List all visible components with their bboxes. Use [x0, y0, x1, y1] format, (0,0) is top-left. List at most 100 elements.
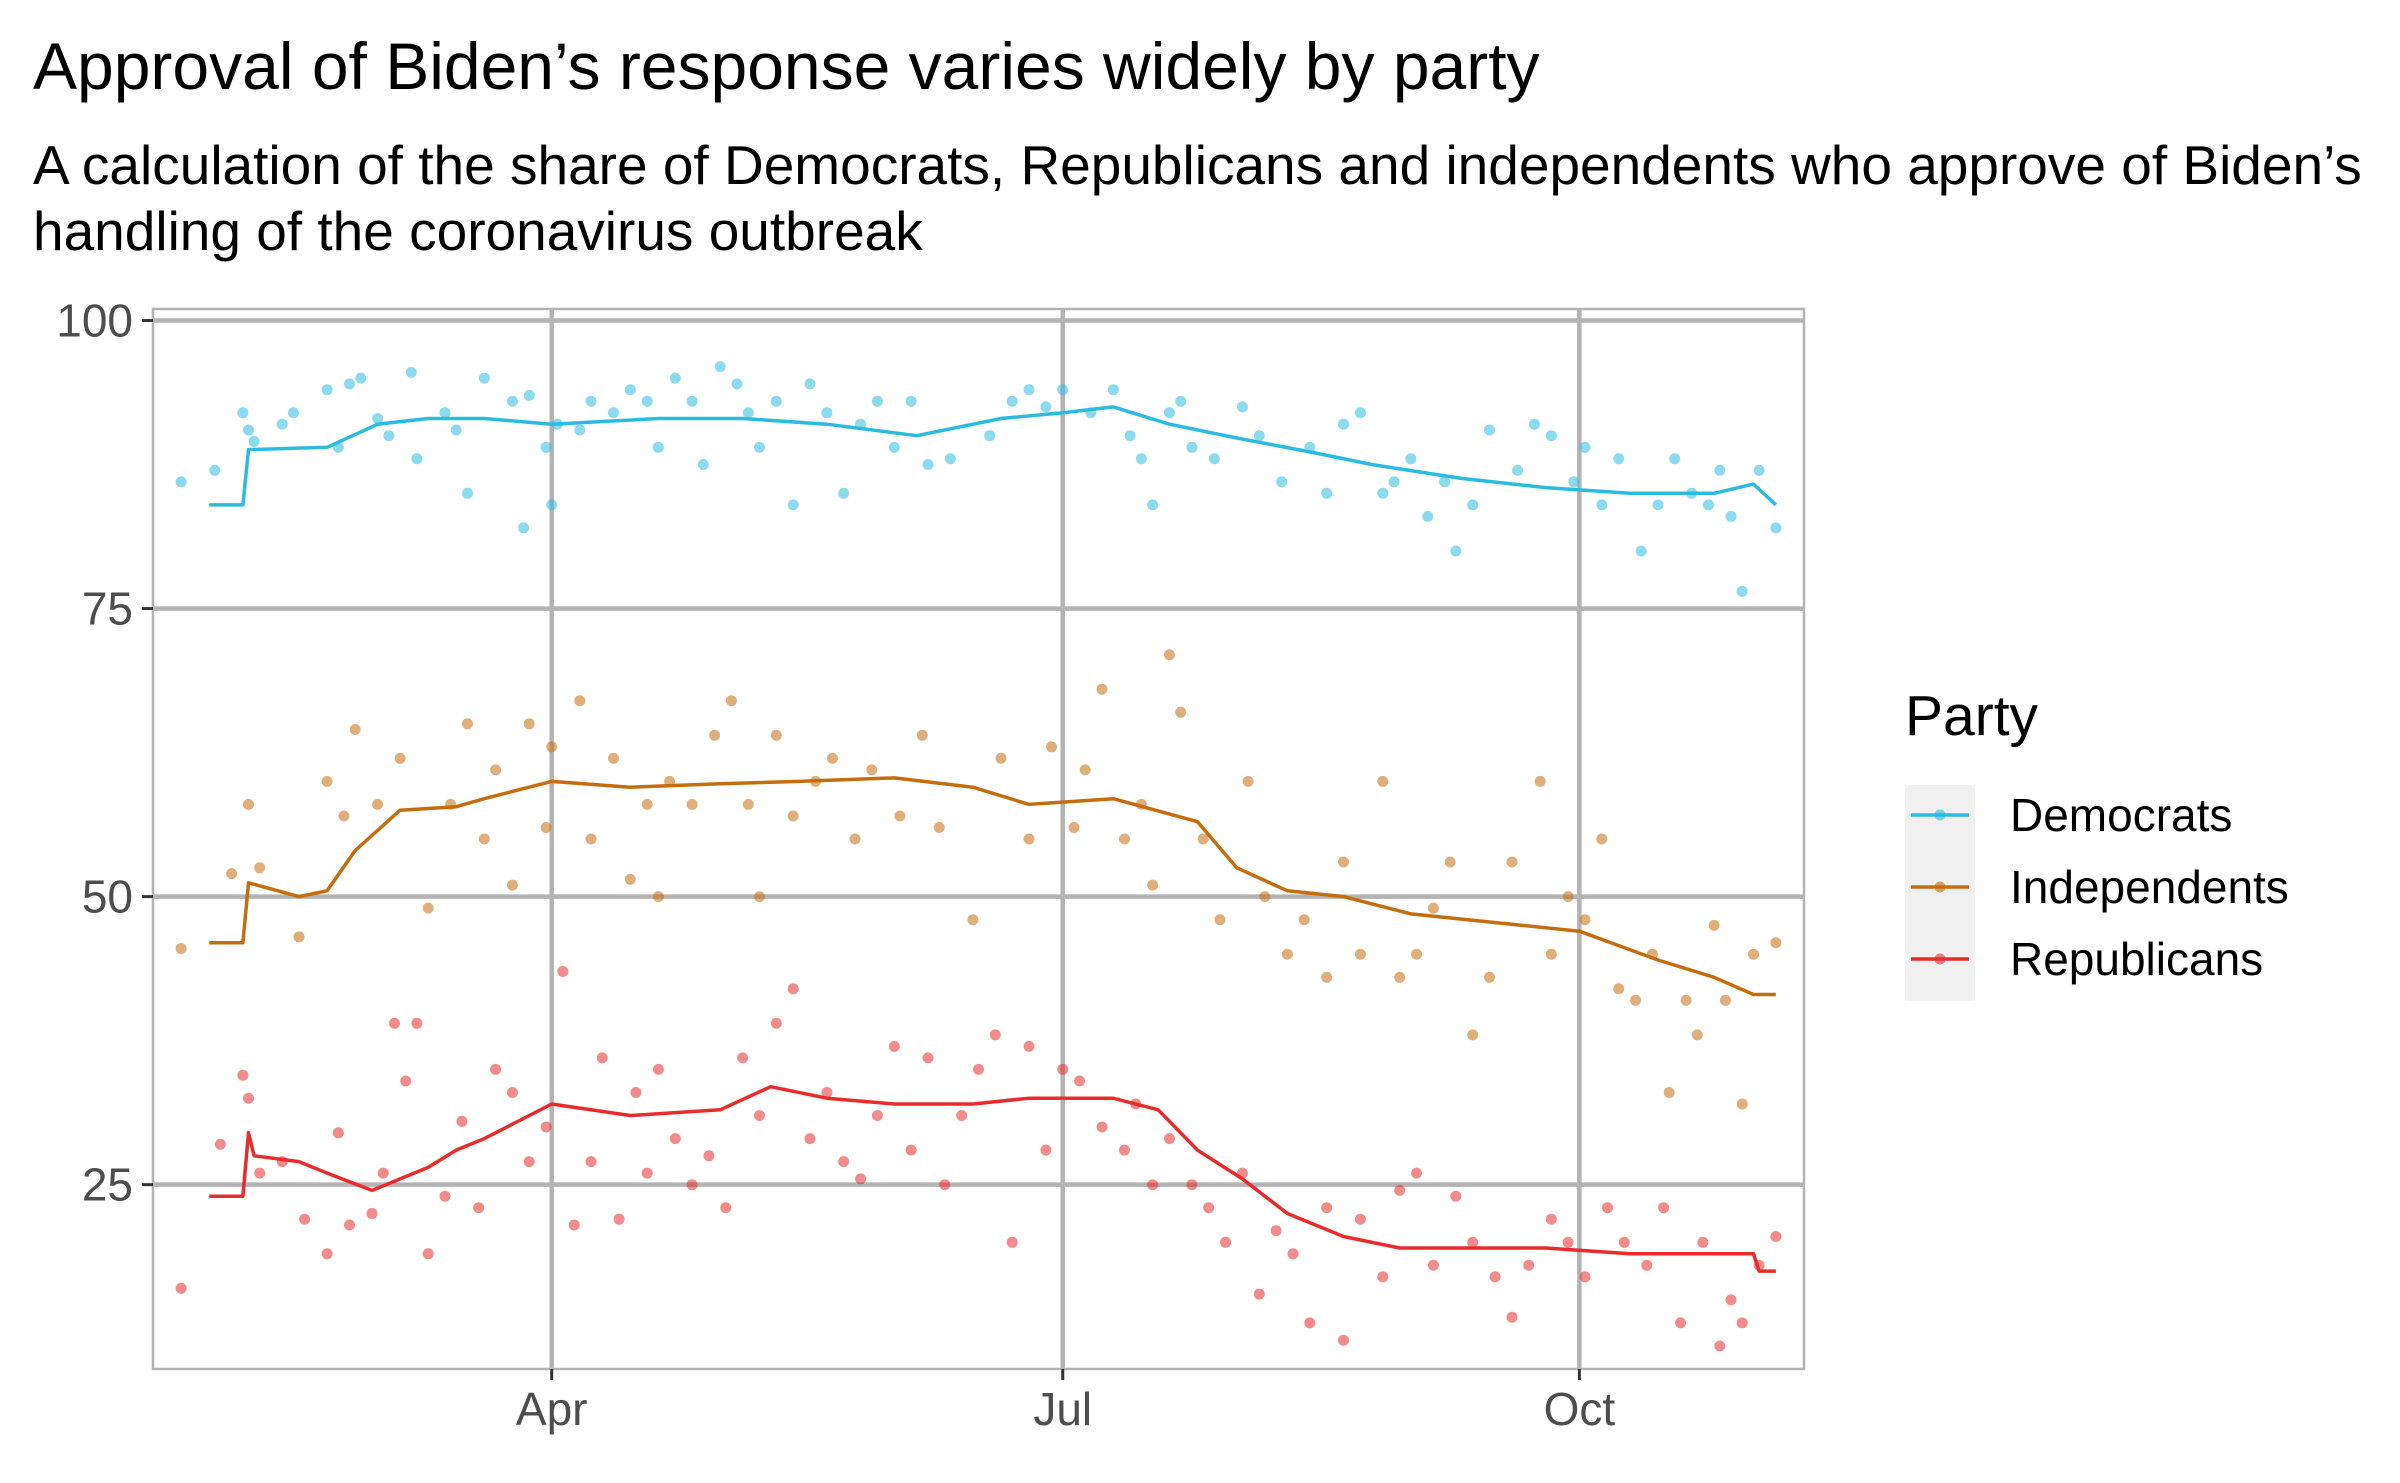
data-point	[1579, 914, 1591, 926]
data-point	[1338, 856, 1349, 868]
data-point	[1691, 1029, 1703, 1041]
data-point	[933, 822, 945, 833]
data-point	[1147, 499, 1159, 511]
data-point	[737, 1052, 749, 1064]
data-point	[1770, 1231, 1782, 1242]
data-point	[175, 476, 187, 488]
data-point	[1523, 1259, 1535, 1271]
data-point	[804, 378, 816, 390]
data-point	[989, 1029, 1001, 1041]
data-point	[1663, 1087, 1675, 1098]
data-point	[490, 764, 502, 776]
data-point	[624, 873, 636, 885]
data-point	[1411, 948, 1422, 960]
data-point	[321, 1248, 333, 1260]
data-point	[439, 1190, 451, 1202]
legend-key-bg	[1905, 857, 1975, 929]
data-point	[1489, 1271, 1501, 1283]
data-point	[1057, 1063, 1069, 1075]
data-point	[1506, 1311, 1518, 1323]
data-point	[1411, 1167, 1422, 1179]
data-point	[608, 752, 619, 764]
data-point	[506, 879, 518, 891]
data-point	[344, 378, 355, 390]
data-point	[1321, 971, 1333, 983]
data-point	[372, 798, 384, 810]
trend-line	[209, 776, 1776, 997]
data-point	[1444, 856, 1456, 868]
data-point	[967, 914, 979, 926]
data-point	[1175, 395, 1187, 407]
data-point	[1512, 464, 1524, 476]
data-point	[1321, 487, 1333, 499]
data-point	[787, 983, 799, 995]
legend-label: Republicans	[2010, 933, 2263, 985]
data-point	[1197, 833, 1209, 845]
data-point	[686, 798, 698, 810]
data-point	[1613, 453, 1625, 465]
data-point	[939, 1179, 951, 1191]
data-point	[478, 833, 490, 845]
data-point	[754, 891, 765, 903]
data-point	[624, 384, 636, 396]
data-point	[720, 1202, 732, 1214]
data-point	[1635, 545, 1647, 557]
y-tick-label: 25	[82, 1159, 133, 1211]
data-point	[422, 902, 434, 914]
data-point	[1163, 407, 1175, 419]
data-point	[1568, 476, 1580, 488]
data-point	[652, 1063, 664, 1075]
data-point	[1276, 476, 1288, 488]
data-point	[669, 372, 681, 384]
subtitle-line-2: handling of the coronavirus outbreak	[33, 200, 923, 262]
data-point	[372, 413, 384, 424]
data-point	[714, 361, 726, 373]
data-point	[1748, 948, 1759, 960]
data-point	[641, 798, 653, 810]
data-point	[1394, 1184, 1406, 1196]
data-point	[956, 1110, 968, 1121]
data-point	[332, 1127, 344, 1139]
data-point	[243, 1092, 254, 1104]
legend-title: Party	[1905, 684, 2039, 748]
data-point	[1736, 1317, 1748, 1329]
data-point	[338, 810, 350, 822]
data-point	[1068, 822, 1080, 833]
series-independents	[175, 649, 1782, 1110]
series-republicans	[175, 966, 1782, 1352]
legend-key-point	[1934, 881, 1946, 893]
data-point	[1708, 919, 1720, 931]
legend-key-point	[1934, 953, 1946, 965]
data-point	[641, 1167, 653, 1179]
data-point	[1270, 1225, 1282, 1237]
data-point	[1259, 891, 1271, 903]
data-point	[725, 695, 737, 707]
data-point	[1377, 487, 1389, 499]
data-point	[1562, 891, 1574, 903]
data-point	[1338, 418, 1349, 430]
data-point	[1186, 441, 1198, 453]
data-point	[641, 395, 653, 407]
data-point	[827, 752, 838, 764]
data-point	[540, 822, 552, 833]
data-point	[243, 424, 254, 436]
data-point	[1467, 499, 1479, 511]
trend-line	[209, 405, 1778, 507]
grid-lines	[153, 309, 1804, 1369]
legend-key-bg	[1905, 929, 1975, 1001]
data-point	[1506, 856, 1518, 868]
data-point	[1450, 1190, 1462, 1202]
data-point	[1006, 395, 1018, 407]
data-point	[1236, 401, 1248, 413]
data-point	[871, 1110, 883, 1121]
data-point	[1304, 1317, 1316, 1329]
data-point	[1096, 683, 1108, 695]
data-point	[1602, 1202, 1613, 1214]
data-point	[287, 407, 299, 419]
data-point	[473, 1202, 485, 1214]
data-point	[518, 522, 530, 534]
data-point	[237, 1069, 249, 1081]
data-point	[1753, 464, 1765, 476]
data-point	[1484, 971, 1495, 983]
data-point	[731, 378, 743, 390]
